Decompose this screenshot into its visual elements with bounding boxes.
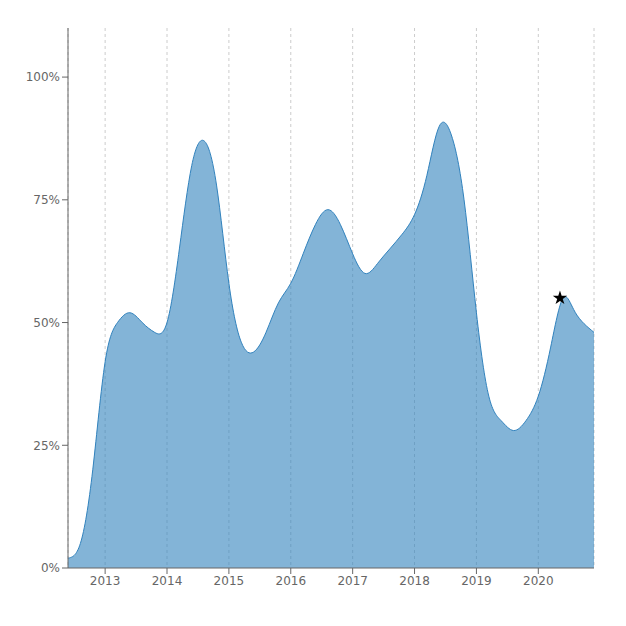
svg-text:2018: 2018	[399, 574, 430, 588]
svg-text:2019: 2019	[461, 574, 492, 588]
svg-text:2015: 2015	[214, 574, 245, 588]
svg-text:2014: 2014	[152, 574, 183, 588]
svg-text:0%: 0%	[41, 561, 60, 575]
svg-text:100%: 100%	[26, 70, 60, 84]
svg-text:75%: 75%	[33, 193, 60, 207]
svg-text:2013: 2013	[90, 574, 121, 588]
svg-text:2020: 2020	[523, 574, 554, 588]
svg-text:2016: 2016	[276, 574, 307, 588]
svg-text:2017: 2017	[337, 574, 368, 588]
svg-text:25%: 25%	[33, 439, 60, 453]
svg-text:50%: 50%	[33, 316, 60, 330]
